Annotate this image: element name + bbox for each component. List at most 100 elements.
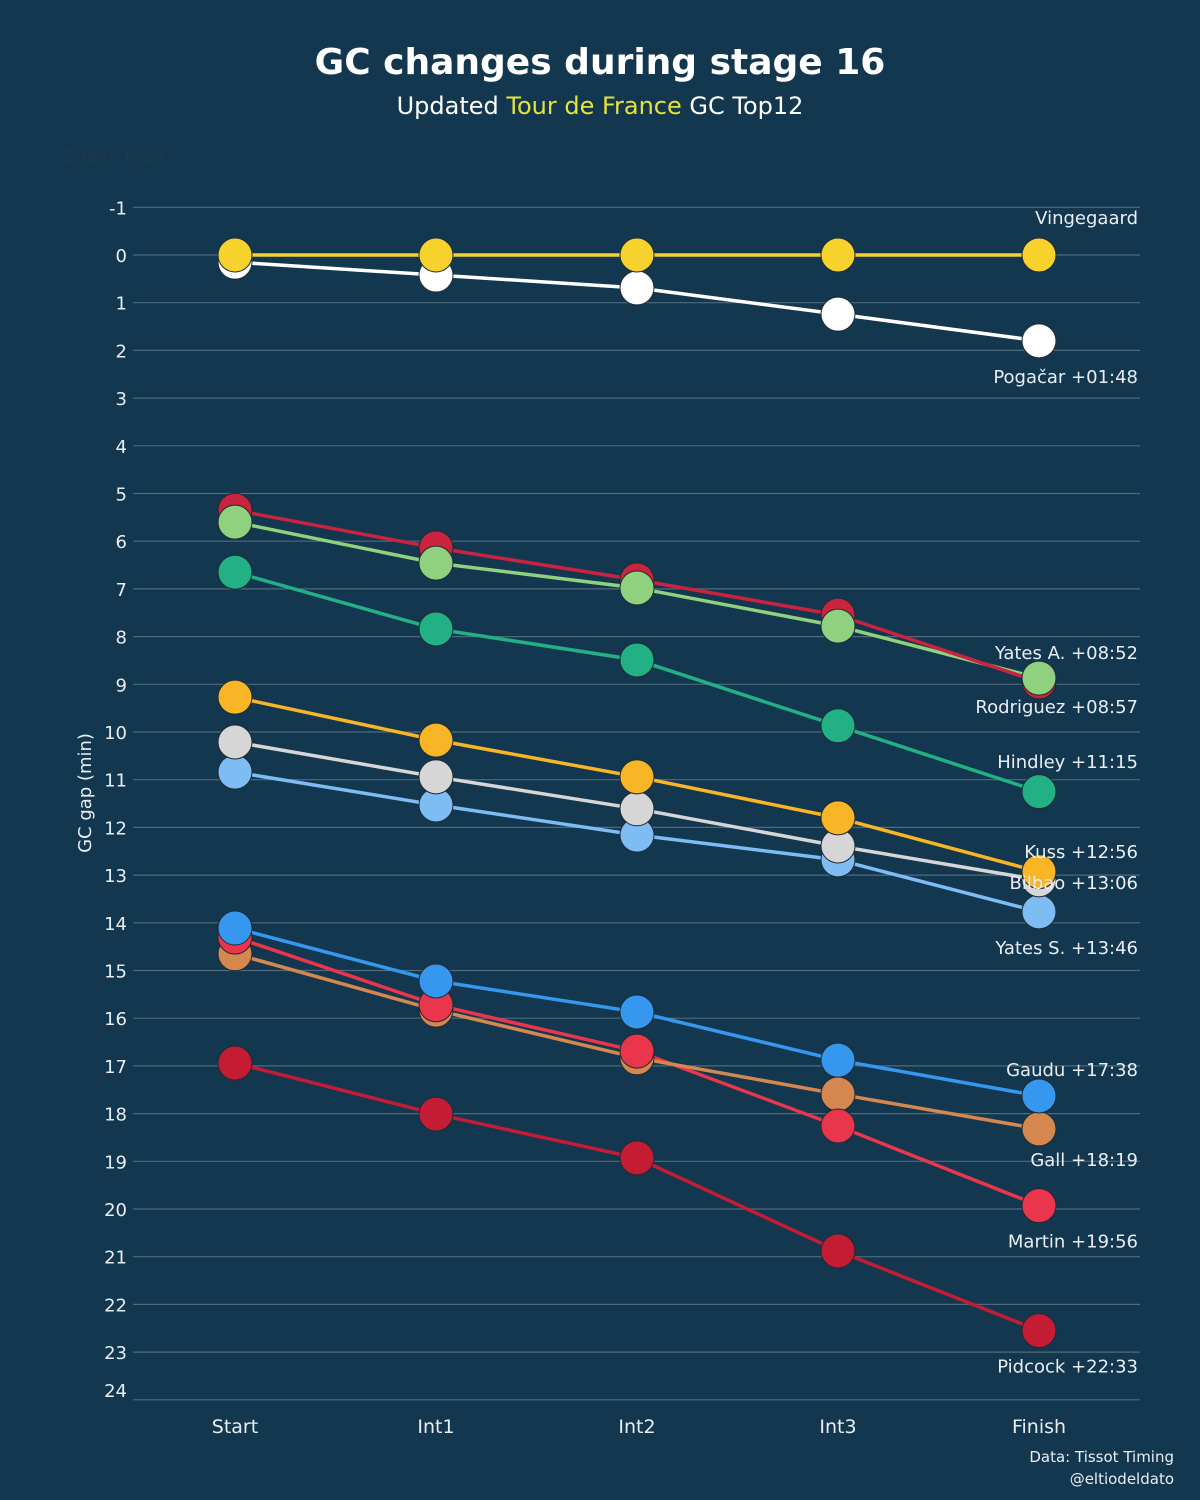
x-tick-label: Int1 [417,1416,454,1438]
x-tick-label: Int2 [618,1416,655,1438]
data-point [1021,894,1057,930]
x-tick-label: Int3 [819,1416,856,1438]
data-point [217,754,253,790]
y-tick-label: 0 [116,246,127,267]
data-point [418,722,454,758]
data-point [217,1045,253,1081]
y-tick-label: 19 [104,1152,127,1173]
data-point [1021,774,1057,810]
data-point [418,237,454,273]
data-point [418,545,454,581]
y-tick-label: 3 [116,389,127,410]
y-tick-label: 5 [116,485,127,506]
chart-title: GC changes during stage 16 [314,42,886,83]
data-point [217,554,253,590]
subtitle-prefix: Updated [396,92,507,120]
end-label: Rodriguez +08:57 [975,697,1138,718]
y-tick-label: 24 [104,1381,127,1402]
y-tick-label: 1 [116,294,127,315]
data-point [619,791,655,827]
data-point [619,570,655,606]
data-point [820,1233,856,1269]
data-point [820,1042,856,1078]
end-labels: Vingegaard Pogačar +01:48 Yates A. +08:52 R… [975,208,1138,1378]
x-tick-label: Finish [1012,1416,1066,1438]
data-point [619,270,655,306]
y-tick-label: 17 [104,1057,127,1078]
y-tick-label: 14 [104,914,127,935]
gridlines [133,206,1140,1401]
chart-subtitle: Updated Tour de France GC Top12 [0,92,1200,120]
data-point [217,910,253,946]
y-axis-label: GC gap (min) [75,733,96,853]
y-tick-label: 18 [104,1105,127,1126]
data-point [820,1076,856,1112]
series-line [234,1061,1040,1333]
y-tick-label: 13 [104,866,127,887]
data-point [1021,1078,1057,1114]
y-tick-label: 7 [116,580,127,601]
data-point [619,237,655,273]
data-point [619,994,655,1030]
subtitle-suffix: GC Top12 [681,92,804,120]
series-points [217,237,1057,1349]
data-point [217,679,253,715]
data-point [217,504,253,540]
end-label: Bilbao +13:06 [1010,873,1139,894]
end-label: Gaudu +17:38 [1006,1060,1138,1081]
data-point [820,708,856,744]
end-label: Pidcock +22:33 [997,1357,1138,1378]
y-tick-label: 15 [104,962,127,983]
data-point [418,759,454,795]
data-point [619,759,655,795]
author-handle: @eltiodeldato [1069,1470,1174,1488]
data-source: Data: Tissot Timing [1029,1448,1174,1466]
data-point [217,237,253,273]
y-tick-label: 20 [104,1200,127,1221]
end-label: Vingegaard [1035,208,1138,229]
data-point [619,642,655,678]
end-label: Hindley +11:15 [997,752,1138,773]
data-point [820,1108,856,1144]
x-tick-label: Start [212,1416,258,1438]
data-point [217,724,253,760]
x-axis-ticks: Start Int1 Int2 Int3 Finish [212,1416,1066,1438]
y-tick-label: 23 [104,1343,127,1364]
data-point [418,1096,454,1132]
end-label: Pogačar +01:48 [993,367,1138,388]
data-point [820,296,856,332]
y-tick-label: 6 [116,532,127,553]
y-tick-label: 4 [116,437,127,458]
y-tick-label: 22 [104,1295,127,1316]
y-tick-label: 9 [116,675,127,696]
subtitle-highlight: Tour de France [506,92,682,120]
end-label: Martin +19:56 [1008,1232,1138,1253]
y-tick-label: 11 [104,771,127,792]
data-point [820,237,856,273]
data-point [1021,1188,1057,1224]
data-point [1021,323,1057,359]
y-axis-ticks: -101234567891011121314151617181920212223… [104,198,127,1402]
end-label: Kuss +12:56 [1024,842,1138,863]
data-point [619,1033,655,1069]
data-point [1021,237,1057,273]
y-tick-label: 21 [104,1248,127,1269]
data-point [1021,1313,1057,1349]
data-point [418,611,454,647]
credits: Data: Tissot Timing @eltiodeldato [1029,1446,1174,1490]
data-point [418,963,454,999]
y-tick-label: 12 [104,818,127,839]
y-tick-label: 2 [116,341,127,362]
y-tick-label: 8 [116,628,127,649]
end-label: Yates S. +13:46 [994,938,1138,959]
data-point [619,1140,655,1176]
y-tick-label: 10 [104,723,127,744]
data-point [1021,1111,1057,1147]
data-point [1021,660,1057,696]
end-label: Yates A. +08:52 [994,643,1138,664]
data-point [1021,854,1057,890]
end-label: Gall +18:19 [1030,1150,1138,1171]
data-point [820,800,856,836]
sheet-label: Sheet 1 (2) [64,146,165,167]
